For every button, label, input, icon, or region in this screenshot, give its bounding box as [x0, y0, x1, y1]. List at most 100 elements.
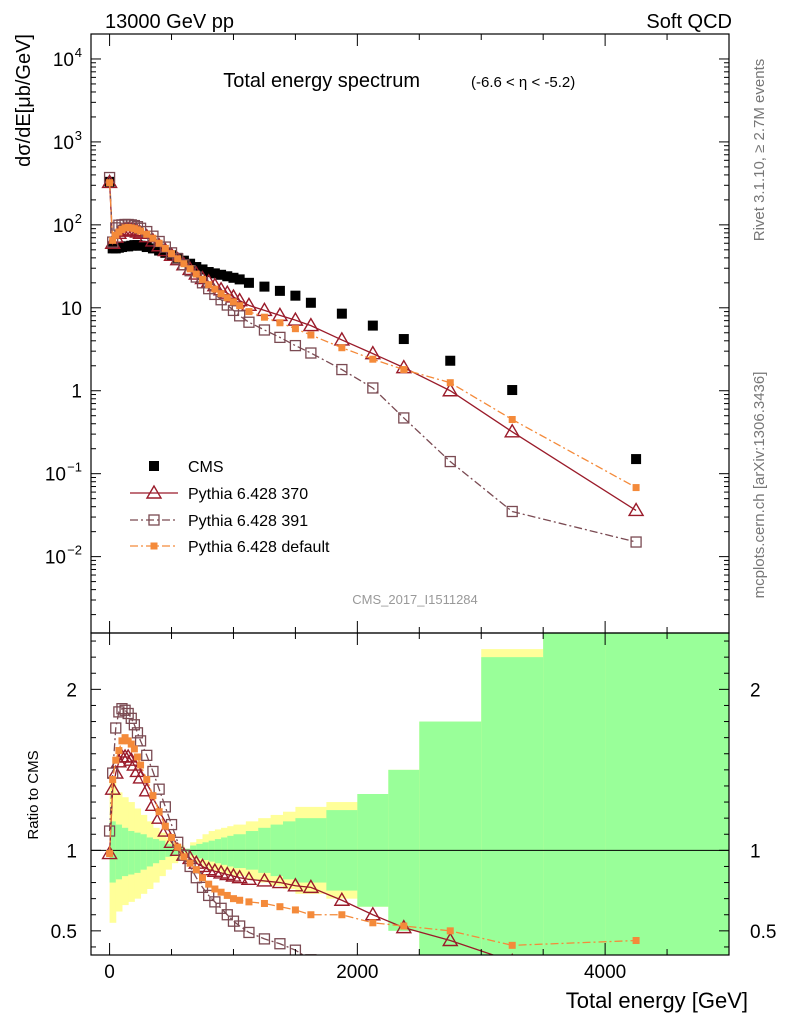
data-point — [276, 319, 284, 327]
ratio-point — [112, 756, 120, 764]
ratio-point — [125, 712, 137, 724]
series-line — [108, 182, 637, 489]
data-point — [289, 339, 302, 352]
y-tick-label: 10 — [61, 299, 82, 320]
green-band-bin — [605, 633, 729, 955]
x-tick-label: 2000 — [336, 962, 378, 983]
green-band-bin — [128, 831, 135, 875]
ratio-point — [203, 889, 215, 902]
data-point — [398, 412, 410, 424]
y-tick-label: 1 — [71, 382, 82, 403]
data-point — [290, 290, 301, 301]
data-point — [217, 290, 225, 298]
legend-marker — [149, 461, 159, 471]
data-point — [143, 230, 151, 238]
series-1 — [101, 174, 645, 517]
data-point — [627, 502, 645, 517]
ratio-uncertainty-bands — [109, 633, 729, 955]
ratio-point — [115, 747, 123, 755]
analysis-tag: CMS_2017_I1511284 — [352, 592, 478, 607]
data-point — [446, 379, 454, 387]
ratio-point — [127, 740, 135, 748]
ratio-point — [106, 850, 114, 858]
data-point — [632, 484, 640, 492]
ratio-point — [442, 932, 459, 947]
data-point — [508, 416, 516, 424]
ratio-point — [133, 753, 141, 761]
green-band-bin — [481, 657, 544, 955]
legend-label: Pythia 6.428 391 — [188, 513, 308, 530]
data-point — [336, 308, 347, 319]
green-band-bin — [221, 837, 228, 865]
ratio-tick-label-right: 0.5 — [750, 922, 776, 943]
ratio-point — [209, 896, 221, 908]
ratio-point — [153, 783, 165, 795]
ratio-point — [150, 809, 168, 824]
data-point — [155, 239, 163, 247]
ratio-point — [256, 872, 273, 887]
legend: CMS Pythia 6.428 370 Pythia 6.428 391 Pythi… — [130, 459, 330, 556]
chart-title-suffix: (-6.6 < η < -5.2) — [471, 74, 575, 91]
data-point — [106, 179, 114, 187]
data-point — [165, 247, 178, 259]
series-0 — [104, 176, 642, 465]
y-tick-exponent: −2 — [67, 543, 82, 558]
ratio-point — [369, 919, 377, 927]
ratio-point — [508, 941, 516, 949]
green-band-bin — [134, 832, 142, 873]
rivet-label: Rivet 3.1.10, ≥ 2.7M events — [751, 59, 768, 242]
data-point — [302, 317, 320, 332]
data-point — [216, 269, 227, 280]
green-band-bin — [202, 842, 210, 861]
data-point — [307, 331, 315, 339]
ratio-point — [131, 727, 144, 739]
data-point — [333, 331, 351, 346]
ratio-point — [289, 944, 302, 955]
ratio-point — [333, 891, 351, 906]
main-plot-area — [101, 171, 645, 548]
ratio-series-1 — [103, 703, 317, 955]
ratio-point — [130, 745, 138, 753]
ratio-point — [198, 874, 206, 882]
ratio-point — [186, 859, 194, 867]
data-point — [109, 236, 117, 244]
green-band-bin — [419, 721, 482, 955]
ratio-point — [134, 735, 147, 747]
data-point — [506, 505, 518, 518]
y-axis-label: dσ/dE[μb/GeV] — [13, 34, 35, 167]
data-point — [160, 247, 171, 258]
ratio-point — [260, 899, 268, 907]
ratio-point — [291, 906, 299, 914]
green-band-bin — [227, 835, 234, 867]
ratio-point — [240, 870, 258, 886]
data-point — [259, 281, 270, 292]
data-point — [287, 311, 304, 326]
data-point — [305, 297, 316, 308]
ratio-point — [215, 902, 227, 914]
data-point — [444, 455, 456, 468]
y-tick-label: 10 — [45, 548, 66, 569]
x-axis-label: Total energy [GeV] — [566, 988, 748, 1013]
ratio-point — [511, 953, 514, 955]
ratio-point — [155, 808, 163, 816]
ratio-point — [119, 704, 131, 716]
data-point — [336, 363, 348, 376]
data-point — [305, 347, 317, 359]
legend-marker — [148, 514, 160, 526]
data-point — [243, 277, 254, 288]
header-process: 13000 GeV pp — [105, 11, 234, 33]
ratio-tick-label-left: 0.5 — [51, 922, 77, 943]
data-point — [228, 272, 239, 283]
data-point — [149, 234, 157, 242]
data-point — [135, 240, 146, 251]
green-band-bin — [152, 839, 160, 864]
data-point — [442, 382, 459, 397]
ratio-point — [113, 706, 125, 718]
ratio-tick-label-left: 1 — [66, 841, 77, 862]
series-line — [108, 177, 637, 543]
ratio-point — [119, 748, 137, 763]
legend-label: Pythia 6.428 370 — [188, 486, 308, 503]
series-2 — [103, 171, 642, 548]
data-point — [245, 308, 253, 316]
series-3 — [106, 179, 640, 492]
